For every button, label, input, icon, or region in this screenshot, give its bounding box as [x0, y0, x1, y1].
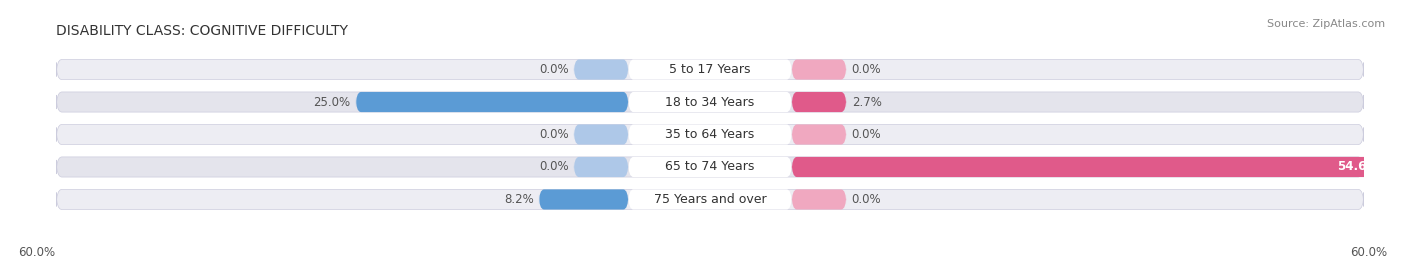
Text: 8.2%: 8.2% — [503, 193, 533, 206]
Text: 25.0%: 25.0% — [314, 95, 350, 108]
FancyBboxPatch shape — [628, 189, 792, 210]
FancyBboxPatch shape — [792, 157, 1386, 177]
FancyBboxPatch shape — [56, 92, 1364, 112]
Text: 0.0%: 0.0% — [852, 63, 882, 76]
FancyBboxPatch shape — [56, 157, 1364, 177]
FancyBboxPatch shape — [792, 92, 846, 112]
FancyBboxPatch shape — [356, 92, 628, 112]
FancyBboxPatch shape — [56, 189, 1364, 210]
Text: 0.0%: 0.0% — [852, 128, 882, 141]
FancyBboxPatch shape — [56, 59, 1364, 80]
FancyBboxPatch shape — [574, 157, 628, 177]
FancyBboxPatch shape — [792, 125, 846, 144]
Text: 35 to 64 Years: 35 to 64 Years — [665, 128, 755, 141]
FancyBboxPatch shape — [628, 125, 792, 144]
Text: 0.0%: 0.0% — [538, 128, 568, 141]
FancyBboxPatch shape — [628, 59, 792, 80]
Text: 5 to 17 Years: 5 to 17 Years — [669, 63, 751, 76]
Text: Source: ZipAtlas.com: Source: ZipAtlas.com — [1267, 19, 1385, 29]
FancyBboxPatch shape — [628, 157, 792, 177]
Text: 60.0%: 60.0% — [1351, 246, 1388, 259]
Text: 54.6%: 54.6% — [1337, 161, 1378, 174]
FancyBboxPatch shape — [538, 189, 628, 210]
FancyBboxPatch shape — [628, 92, 792, 112]
Text: 60.0%: 60.0% — [18, 246, 55, 259]
Text: 65 to 74 Years: 65 to 74 Years — [665, 161, 755, 174]
FancyBboxPatch shape — [574, 125, 628, 144]
Text: 0.0%: 0.0% — [852, 193, 882, 206]
Text: 18 to 34 Years: 18 to 34 Years — [665, 95, 755, 108]
Text: DISABILITY CLASS: COGNITIVE DIFFICULTY: DISABILITY CLASS: COGNITIVE DIFFICULTY — [56, 23, 349, 38]
FancyBboxPatch shape — [56, 125, 1364, 144]
FancyBboxPatch shape — [792, 189, 846, 210]
Text: 75 Years and over: 75 Years and over — [654, 193, 766, 206]
Text: 0.0%: 0.0% — [538, 161, 568, 174]
Text: 2.7%: 2.7% — [852, 95, 882, 108]
FancyBboxPatch shape — [574, 59, 628, 80]
Text: 0.0%: 0.0% — [538, 63, 568, 76]
FancyBboxPatch shape — [792, 59, 846, 80]
